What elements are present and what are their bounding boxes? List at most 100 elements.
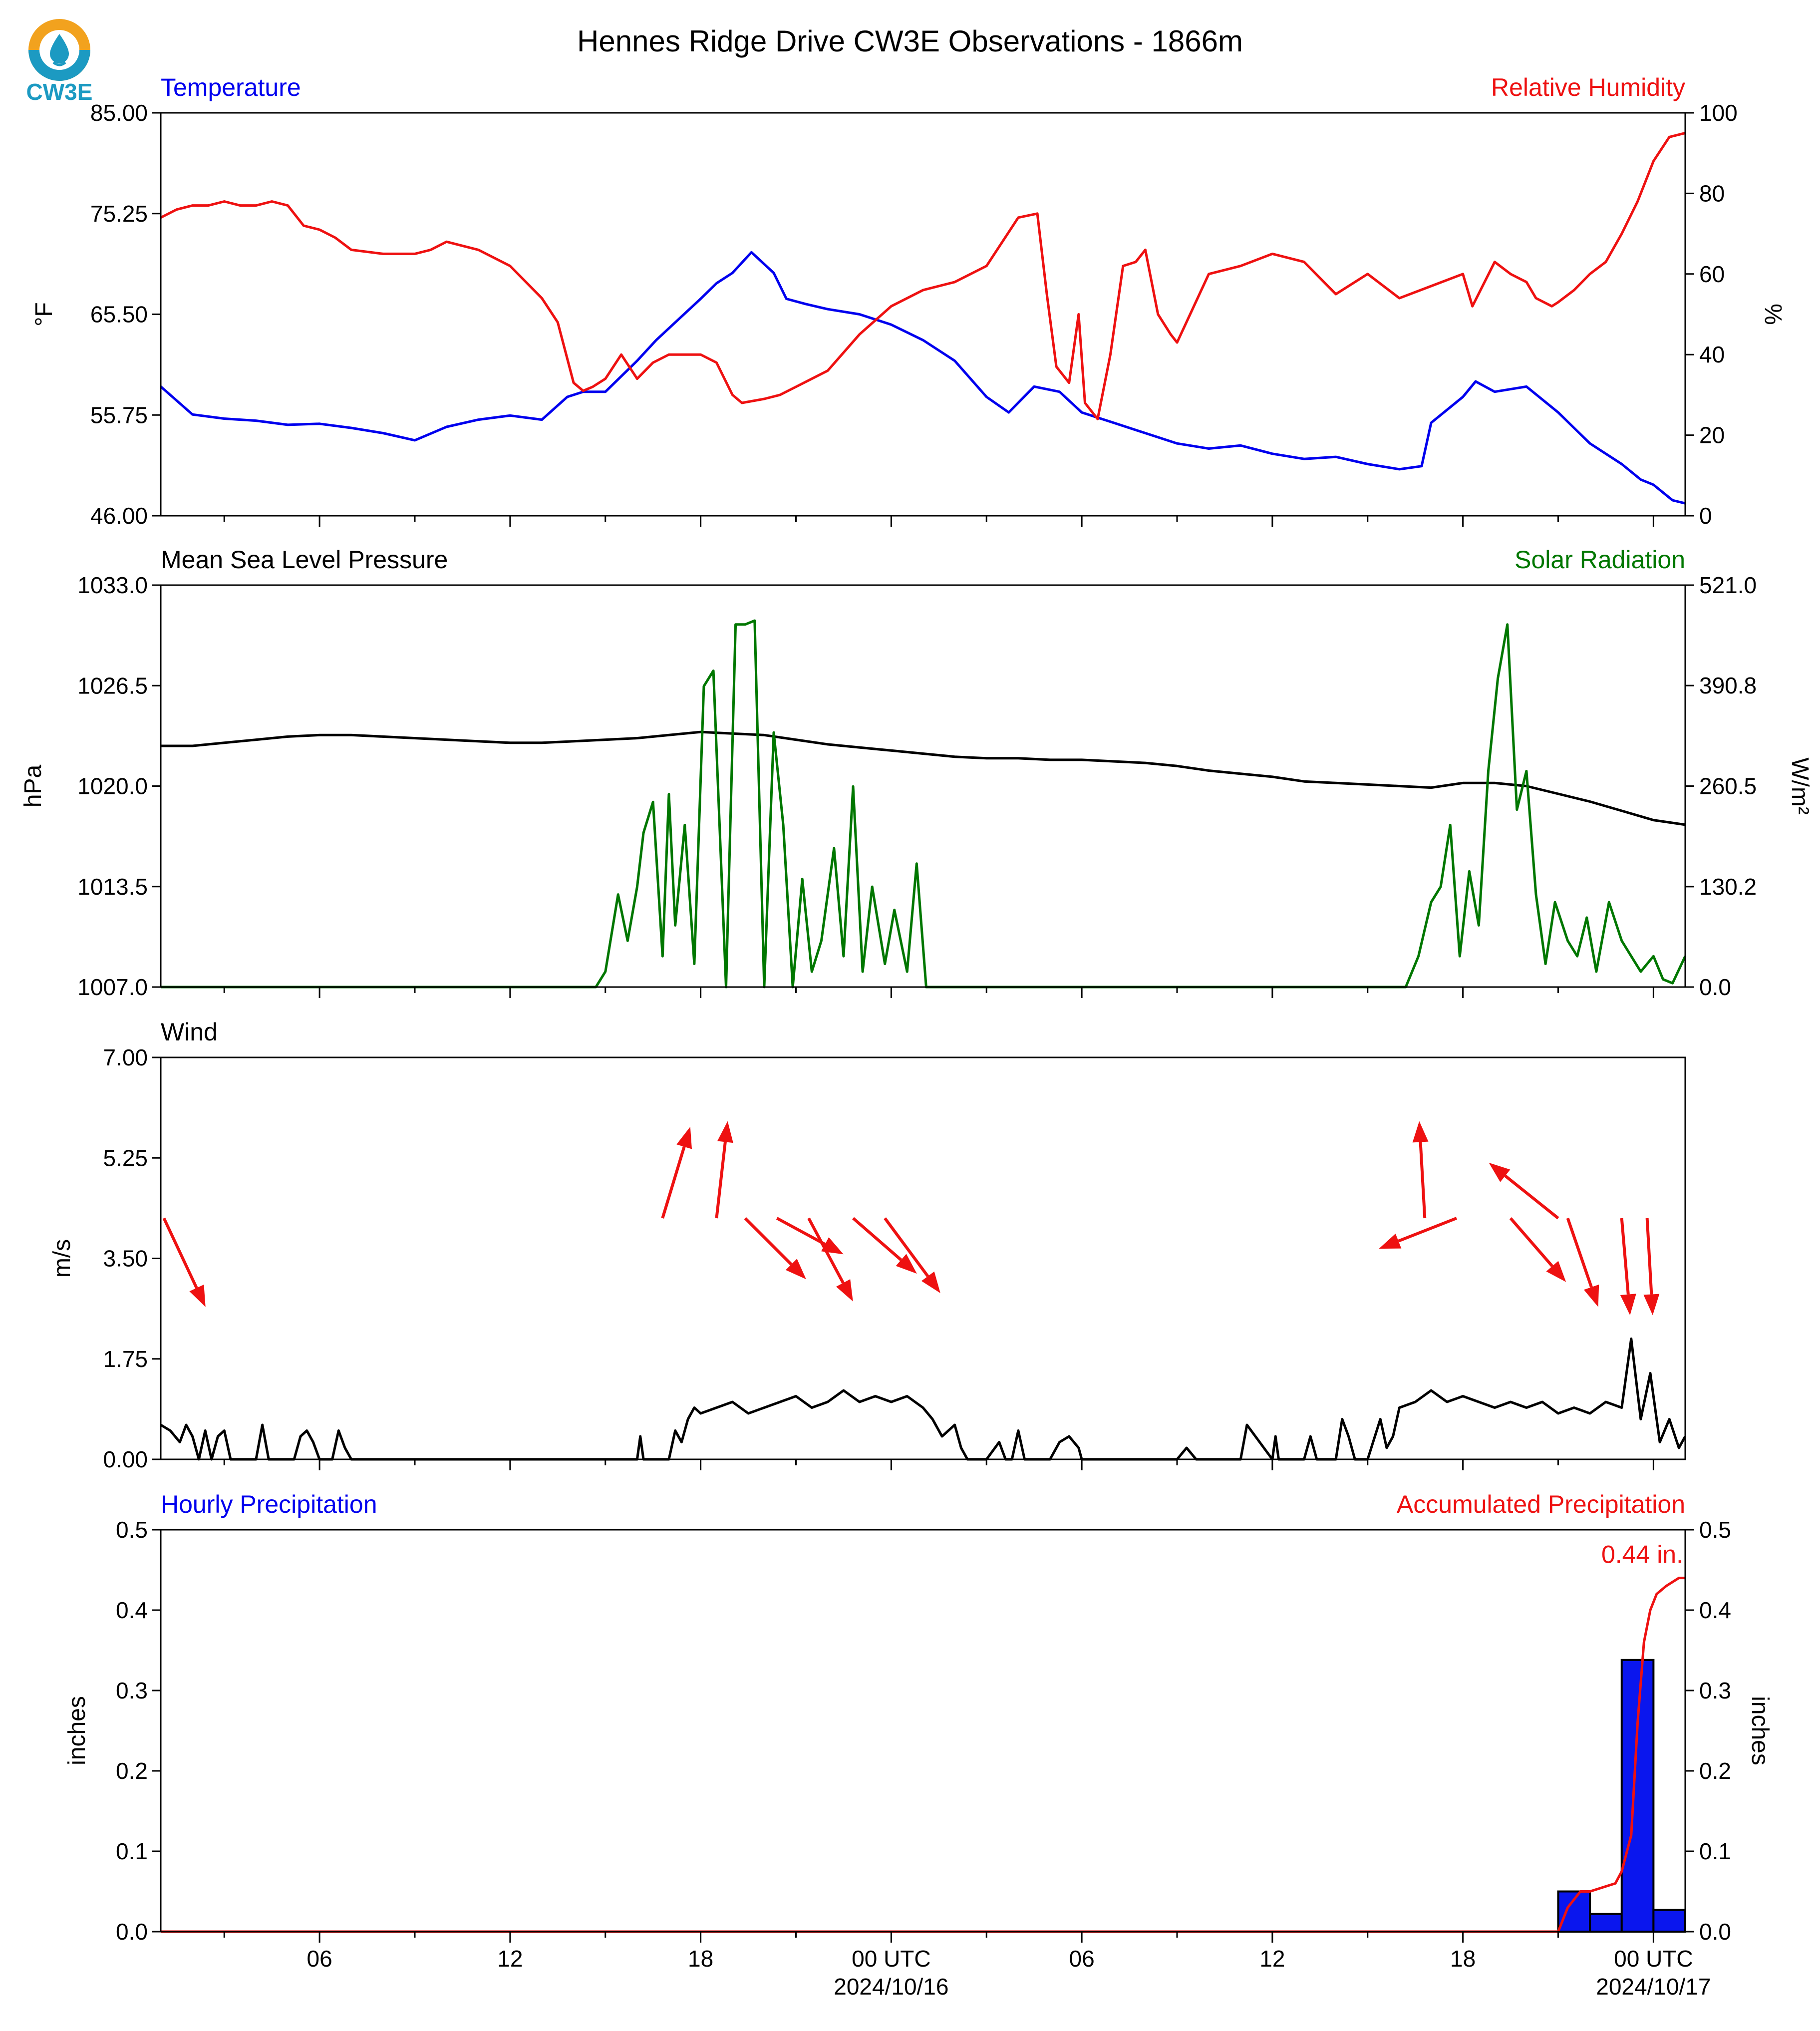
y-tick-label-left: 3.50 bbox=[103, 1246, 148, 1272]
wind-arrow-head bbox=[1620, 1294, 1636, 1316]
wind-arrow-shaft bbox=[1419, 1142, 1427, 1219]
y-tick-label-right: 0.4 bbox=[1699, 1597, 1731, 1623]
wind-arrow-shaft bbox=[884, 1217, 929, 1278]
panel-wind: 0.00 1.75 3.50 5.25 7.00 Wind m/s bbox=[49, 1018, 1687, 1472]
wind-arrow-head bbox=[1643, 1294, 1660, 1316]
y-tick-label-left: 85.00 bbox=[90, 100, 148, 126]
precip-bar bbox=[1589, 1913, 1623, 1933]
series-line-relative-humidity bbox=[160, 131, 1686, 420]
panel-title-left: Temperature bbox=[161, 73, 301, 101]
panel-temperature_humidity: 46.00 55.75 65.50 75.25 85.00 0 20 40 60 80 100 Tem… bbox=[31, 73, 1786, 529]
y-tick-label-left: 0.5 bbox=[116, 1517, 148, 1543]
y-tick-label-right: 0 bbox=[1699, 503, 1712, 529]
plot-frame bbox=[160, 112, 1686, 517]
y-axis-label-left: m/s bbox=[49, 1239, 75, 1278]
wind-arrow-shaft bbox=[744, 1217, 793, 1266]
series-line-accumulated-precipitation bbox=[161, 1577, 1685, 1933]
panel-title-right: Accumulated Precipitation bbox=[1397, 1490, 1685, 1518]
wind-arrow-head bbox=[717, 1121, 733, 1143]
y-tick-label-left: 1007.0 bbox=[77, 974, 148, 1000]
y-tick-label-left: 1.75 bbox=[103, 1346, 148, 1372]
x-tick-label: 18 bbox=[1450, 1946, 1476, 1972]
panel-title-left: Wind bbox=[161, 1018, 218, 1046]
y-tick-label-left: 46.00 bbox=[90, 503, 148, 529]
wind-arrow-head bbox=[1583, 1284, 1599, 1307]
y-tick-label-left: 55.75 bbox=[90, 402, 148, 428]
wind-arrow-head bbox=[896, 1254, 917, 1274]
y-axis-label-right: inches bbox=[1747, 1696, 1773, 1765]
y-axis-label-left: hPa bbox=[20, 764, 46, 807]
panel-title-right: Solar Radiation bbox=[1515, 546, 1685, 574]
y-tick-label-right: 0.2 bbox=[1699, 1758, 1731, 1784]
y-tick-label-right: 0.0 bbox=[1699, 1919, 1731, 1945]
y-tick-label-left: 0.0 bbox=[116, 1919, 148, 1945]
y-axis-label-right: W/m² bbox=[1787, 757, 1813, 815]
wind-arrow-head bbox=[921, 1271, 940, 1293]
wind-arrow-head bbox=[1412, 1121, 1429, 1143]
y-axis-label-left: °F bbox=[31, 302, 57, 327]
y-tick-label-right: 20 bbox=[1699, 422, 1725, 448]
y-tick-label-right: 100 bbox=[1699, 100, 1738, 126]
plot-frame bbox=[160, 1529, 1686, 1933]
cw3e-logo: CW3E bbox=[26, 19, 92, 105]
y-tick-label-right: 260.5 bbox=[1699, 773, 1757, 799]
wind-arrow-shaft bbox=[776, 1217, 826, 1246]
wind-arrow-head bbox=[785, 1259, 806, 1280]
series-line-mean-sea-level-pressure bbox=[161, 730, 1686, 826]
y-tick-label-right: 80 bbox=[1699, 180, 1725, 206]
wind-arrow-shaft bbox=[852, 1217, 903, 1261]
wind-arrow-shaft bbox=[1566, 1218, 1593, 1288]
y-tick-label-left: 75.25 bbox=[90, 201, 148, 227]
y-tick-label-left: 0.1 bbox=[116, 1838, 148, 1864]
y-axis-label-left: inches bbox=[64, 1696, 90, 1765]
y-tick-label-left: 0.3 bbox=[116, 1678, 148, 1703]
y-tick-label-right: 521.0 bbox=[1699, 572, 1757, 598]
precip-bar bbox=[1620, 1659, 1655, 1933]
y-tick-label-left: 1033.0 bbox=[77, 572, 148, 598]
wind-arrow-head bbox=[189, 1285, 206, 1307]
x-tick-label: 06 bbox=[1069, 1946, 1095, 1972]
wind-arrow-shaft bbox=[661, 1146, 686, 1219]
wind-arrow-shaft bbox=[807, 1217, 845, 1284]
series-line-wind bbox=[160, 1338, 1687, 1461]
y-tick-label-right: 390.8 bbox=[1699, 673, 1757, 698]
wind-arrow-shaft bbox=[1645, 1218, 1653, 1295]
series-line-solar-radiation bbox=[161, 619, 1687, 989]
wind-arrow-head bbox=[1379, 1233, 1402, 1249]
y-axis-label-right: % bbox=[1760, 304, 1786, 325]
x-tick-label: 18 bbox=[688, 1946, 713, 1972]
y-tick-label-right: 0.0 bbox=[1699, 974, 1731, 1000]
y-tick-label-right: 0.1 bbox=[1699, 1838, 1731, 1864]
wind-arrow-shaft bbox=[1504, 1174, 1559, 1220]
x-tick-label: 12 bbox=[1259, 1946, 1285, 1972]
y-tick-label-left: 7.00 bbox=[103, 1044, 148, 1070]
series-line-temperature bbox=[160, 251, 1686, 505]
wind-arrow-shaft bbox=[1509, 1217, 1553, 1268]
precip-total-annotation: 0.44 in. bbox=[1601, 1541, 1683, 1569]
panel-title-left: Mean Sea Level Pressure bbox=[161, 546, 448, 574]
x-tick-label: 06 bbox=[307, 1946, 332, 1972]
wind-arrow-head bbox=[1489, 1162, 1511, 1182]
x-date-label: 2024/10/17 bbox=[1596, 1974, 1711, 2000]
panel-pressure_solar: 1007.0 1013.5 1020.0 1026.5 1033.0 0.0 130.2 26… bbox=[20, 546, 1813, 1000]
precip-bar bbox=[1652, 1909, 1686, 1933]
panel-title-right: Relative Humidity bbox=[1491, 73, 1685, 101]
logo-drop-icon bbox=[50, 34, 69, 63]
y-tick-label-left: 0.2 bbox=[116, 1758, 148, 1784]
y-tick-label-left: 5.25 bbox=[103, 1145, 148, 1171]
y-tick-label-right: 0.5 bbox=[1699, 1517, 1731, 1543]
x-date-label: 2024/10/16 bbox=[834, 1974, 948, 2000]
wind-arrow-shaft bbox=[1398, 1217, 1457, 1243]
chart-panels: 46.00 55.75 65.50 75.25 85.00 0 20 40 60 80 100 Tem… bbox=[20, 73, 1813, 2000]
y-tick-label-left: 1020.0 bbox=[77, 773, 148, 799]
wind-arrow-shaft bbox=[162, 1217, 198, 1289]
y-tick-label-left: 65.50 bbox=[90, 302, 148, 328]
wind-arrow-head bbox=[1546, 1261, 1566, 1282]
panel-precipitation: 0.44 in. 0.0 0.1 0.2 0.3 0.4 0.5 0.0 0.1 0.2 0.3 0.… bbox=[64, 1490, 1773, 2000]
x-tick-label: 12 bbox=[497, 1946, 523, 1972]
y-tick-label-right: 0.3 bbox=[1699, 1678, 1731, 1703]
panel-title-left: Hourly Precipitation bbox=[161, 1490, 377, 1518]
wind-arrow-shaft bbox=[715, 1141, 727, 1219]
